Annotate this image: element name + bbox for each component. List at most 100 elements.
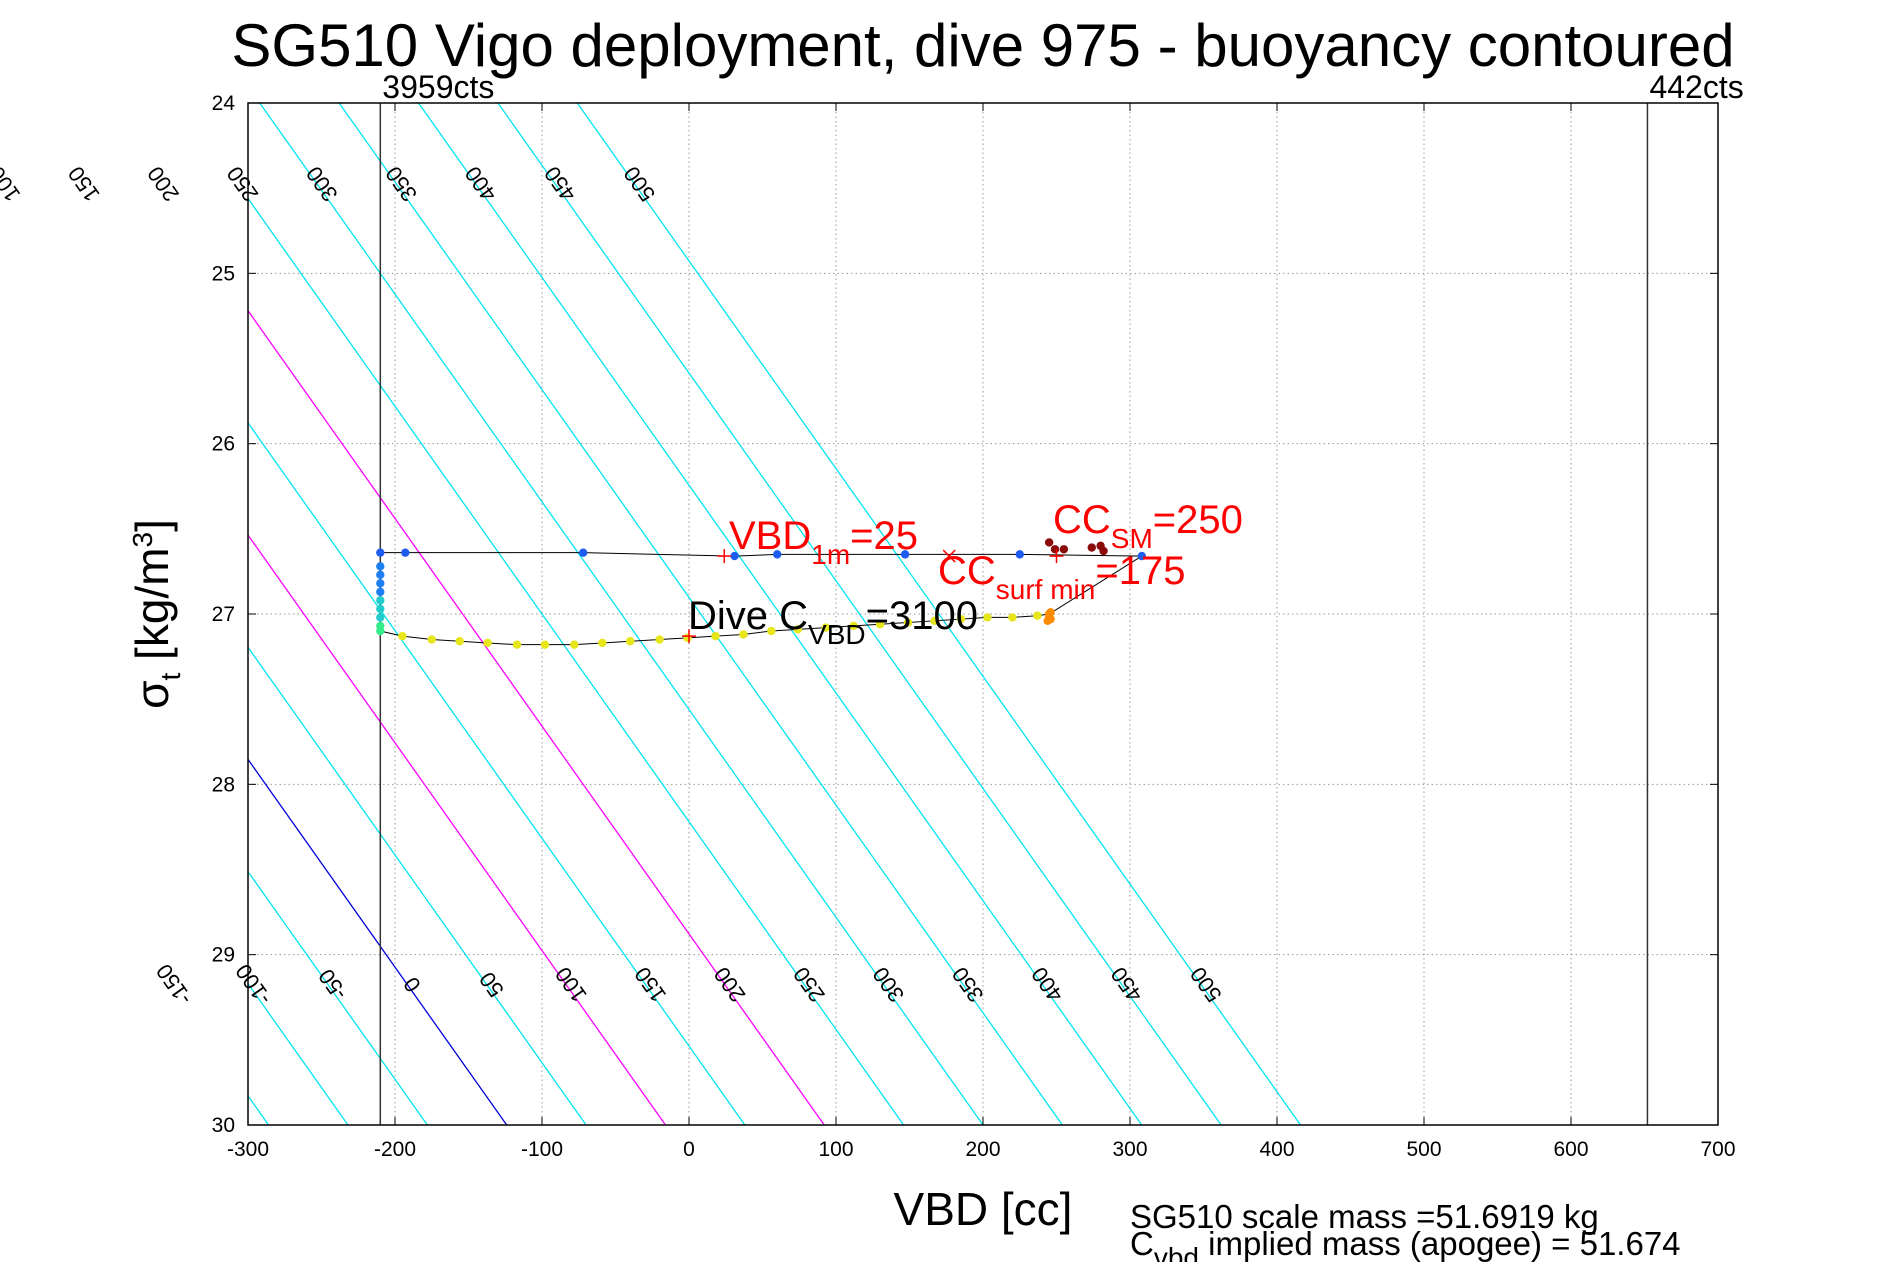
y-tick-label: 30 <box>212 1114 235 1137</box>
contour-label: 400 <box>1026 962 1068 1006</box>
data-point <box>875 620 885 629</box>
data-point <box>598 638 607 648</box>
data-point <box>376 579 385 588</box>
contour-label: 250 <box>222 162 264 206</box>
data-point <box>739 630 748 639</box>
data-point <box>903 618 913 627</box>
marker <box>1049 549 1064 564</box>
marker <box>682 629 696 644</box>
contour-label: 250 <box>788 962 830 1006</box>
data-point <box>376 548 385 557</box>
svg-text:σt [kg/m3]: σt [kg/m3] <box>126 519 186 709</box>
contour-label: 500 <box>1185 962 1227 1006</box>
contour-label: -150 <box>151 959 197 1009</box>
data-point <box>956 614 966 624</box>
data-point <box>376 587 385 597</box>
data-point <box>398 631 407 641</box>
contour-label: 400 <box>460 162 502 206</box>
contour-line <box>576 103 1302 1125</box>
svg-text:VBD1m=25: VBD1m=25 <box>729 514 918 570</box>
marker <box>942 549 956 563</box>
contour-line <box>248 309 825 1125</box>
contour-line <box>248 421 746 1125</box>
svg-text:CCSM=250: CCSM=250 <box>1053 498 1243 554</box>
contour-label: 450 <box>539 162 581 206</box>
data-point <box>1044 538 1054 547</box>
axis-ticks: -300 -200 -100 0 100 200 300 400 500 600 700242526… <box>212 92 1736 1161</box>
y-tick-label: 28 <box>212 773 235 796</box>
data-point <box>900 550 910 559</box>
contour-label: 200 <box>142 162 184 206</box>
contour-line <box>248 758 508 1125</box>
contour-label: 350 <box>947 962 989 1006</box>
contour-label: 50 <box>474 967 509 1001</box>
x-tick-label: -100 <box>521 1138 563 1161</box>
x-tick-label: 300 <box>1112 1138 1147 1161</box>
contour-line <box>417 103 1143 1125</box>
x-tick-label: 0 <box>683 1138 695 1161</box>
x-tick-label: 500 <box>1406 1138 1441 1161</box>
data-point <box>1015 550 1024 559</box>
x-tick-label: 200 <box>965 1138 1000 1161</box>
data-point <box>930 616 939 626</box>
y-tick-label: 29 <box>212 944 235 967</box>
contour-label: 150 <box>63 162 105 206</box>
y-axis-label: σt [kg/m3] <box>126 519 186 709</box>
x-tick-label: 100 <box>818 1138 853 1161</box>
x-tick-label: -300 <box>227 1138 269 1161</box>
data-point <box>1033 611 1042 620</box>
data-point <box>1050 545 1060 554</box>
data-point <box>376 562 385 571</box>
y-tick-label: 27 <box>212 603 235 626</box>
data-point <box>376 613 385 622</box>
data-point <box>376 570 385 580</box>
contour-line <box>497 103 1222 1125</box>
data-point <box>512 640 522 649</box>
contour-line <box>248 197 905 1125</box>
marker-stroke <box>942 549 956 563</box>
data-point <box>626 637 635 646</box>
x-tick-label: 400 <box>1259 1138 1294 1161</box>
markers <box>682 549 1064 644</box>
contour-label: 350 <box>380 162 422 206</box>
contour-line <box>338 103 1063 1125</box>
contour-label: 500 <box>619 162 661 206</box>
data-point <box>570 640 579 649</box>
contour-label: 0 <box>398 972 425 996</box>
grid <box>248 103 1718 1125</box>
dive-c-vbd-annotation: Dive CVBD=3100 <box>688 594 978 650</box>
cc-sm-annotation: CCSM=250 <box>1053 498 1243 554</box>
contour-line <box>248 533 667 1125</box>
svg-text:CCsurf min=175: CCsurf min=175 <box>938 549 1185 605</box>
data-point <box>849 621 858 631</box>
dive-series <box>376 538 1146 649</box>
contour-line <box>248 870 428 1125</box>
y-tick-label: 24 <box>212 92 236 115</box>
data-point <box>711 631 720 641</box>
data-point <box>427 635 436 644</box>
scale-mass-text: SG510 scale mass =51.6919 kg <box>1130 1198 1599 1235</box>
pump-limit-lines: 3959cts 442cts <box>379 69 1744 1125</box>
data-point <box>578 548 588 557</box>
x-axis-label: VBD [cc] <box>894 1183 1073 1235</box>
contour-label: 100 <box>550 962 592 1006</box>
data-point <box>376 626 385 636</box>
cc-surf-min-annotation: CCsurf min=175 <box>938 549 1185 605</box>
contour-label: 300 <box>868 962 910 1006</box>
data-point <box>455 637 464 646</box>
data-point <box>773 550 782 559</box>
contour-line <box>248 646 587 1125</box>
contour-line <box>0 103 30 1125</box>
data-point <box>540 640 550 649</box>
contour-label: 450 <box>1106 962 1148 1006</box>
contour-label: -100 <box>230 959 276 1009</box>
contour-label: 150 <box>629 962 671 1006</box>
contour-label: -50 <box>313 964 352 1004</box>
x-tick-label: 600 <box>1553 1138 1588 1161</box>
marker <box>717 549 732 564</box>
data-point <box>1043 616 1052 626</box>
data-point <box>983 613 992 622</box>
x-tick-label: 700 <box>1700 1138 1735 1161</box>
data-point <box>401 548 410 557</box>
